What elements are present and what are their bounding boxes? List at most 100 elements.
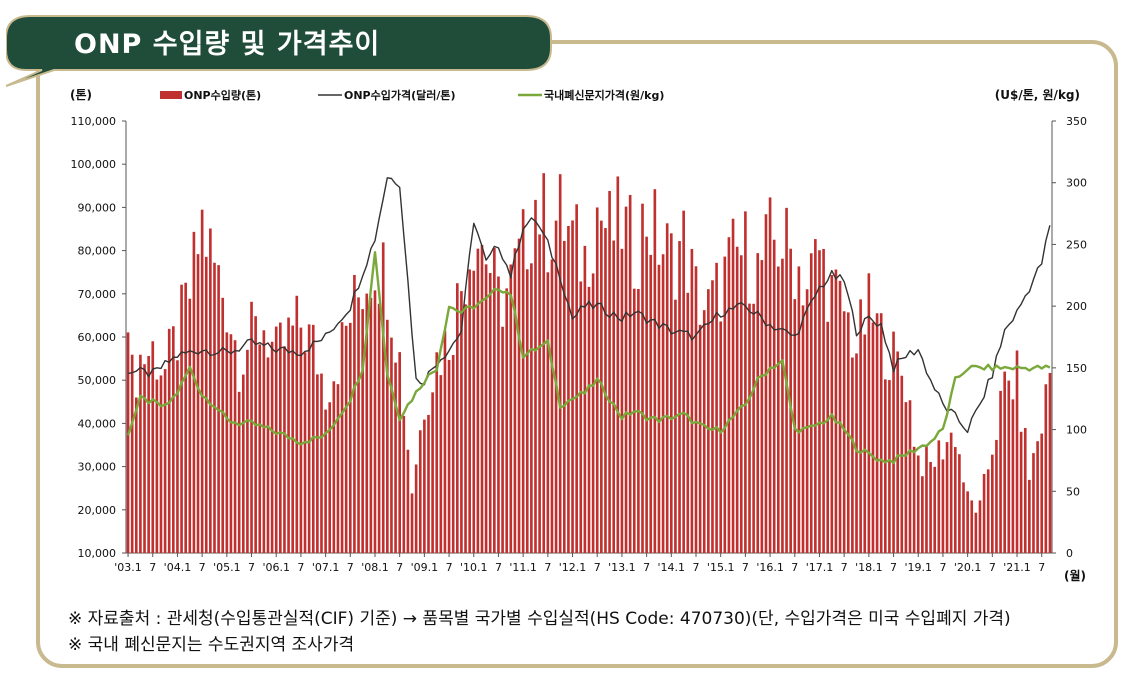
bar-month bbox=[814, 239, 817, 553]
bar-month bbox=[616, 176, 620, 553]
survey-note: ※ 국내 폐신문지는 수도권지역 조사가격 bbox=[68, 635, 355, 655]
bar-month bbox=[723, 256, 727, 553]
bar-month bbox=[521, 209, 525, 553]
legend-label-import-volume: ONP수입량(톤) bbox=[184, 89, 261, 102]
x-tick-label: 7 bbox=[643, 561, 650, 574]
bar-month bbox=[279, 322, 282, 553]
bar-month bbox=[1040, 433, 1044, 553]
bar-month bbox=[287, 317, 290, 553]
bar-month bbox=[908, 400, 912, 553]
right-unit-label: (U$/톤, 원/kg) bbox=[995, 88, 1080, 102]
x-tick-label: 7 bbox=[693, 561, 700, 574]
bar-month bbox=[797, 266, 801, 553]
bar-month bbox=[1003, 371, 1006, 553]
legend-label-import-price: ONP수입가격(달러/톤) bbox=[344, 88, 456, 102]
bar-month bbox=[855, 353, 858, 553]
bar-month bbox=[410, 493, 414, 553]
x-tick-label: '20.1 bbox=[954, 561, 982, 574]
x-tick-label: '18.1 bbox=[855, 561, 883, 574]
bar-month bbox=[748, 303, 751, 553]
x-tick-label: 7 bbox=[297, 561, 304, 574]
bar-month bbox=[493, 247, 496, 554]
bar-month bbox=[707, 289, 710, 553]
left-tick-label: 40,000 bbox=[78, 417, 117, 430]
bar-month bbox=[250, 301, 253, 553]
x-tick-label: '08.1 bbox=[361, 561, 389, 574]
bar-month bbox=[698, 324, 702, 553]
x-tick-label: '11.1 bbox=[509, 561, 537, 574]
right-tick-label: 100 bbox=[1066, 424, 1087, 437]
bar-month bbox=[402, 415, 406, 553]
bar-month bbox=[941, 459, 945, 553]
left-tick-label: 60,000 bbox=[78, 331, 117, 344]
bar-month bbox=[328, 402, 332, 553]
bar-month bbox=[649, 254, 653, 553]
x-tick-label: '19.1 bbox=[904, 561, 932, 574]
bar-month bbox=[558, 174, 562, 553]
bar-month bbox=[999, 390, 1002, 553]
right-tick-label: 200 bbox=[1066, 300, 1087, 313]
x-tick-label: 7 bbox=[939, 561, 946, 574]
x-tick-label: 7 bbox=[544, 561, 551, 574]
bar-month bbox=[953, 447, 957, 553]
x-tick-label: '14.1 bbox=[658, 561, 686, 574]
bar-month bbox=[657, 264, 661, 553]
x-tick-label: '06.1 bbox=[262, 561, 290, 574]
bar-month bbox=[501, 326, 504, 553]
bar-month bbox=[949, 432, 953, 553]
right-tick-label: 50 bbox=[1066, 485, 1080, 498]
bar-month bbox=[822, 248, 825, 553]
bar-month bbox=[373, 290, 377, 553]
x-tick-label: 7 bbox=[446, 561, 453, 574]
bar-month bbox=[678, 241, 681, 553]
bar-month bbox=[665, 223, 669, 553]
legend-label-domestic-price: 국내폐신문지가격(원/kg) bbox=[544, 88, 664, 102]
bar-month bbox=[344, 325, 348, 553]
bar-month bbox=[534, 199, 537, 553]
bar-month bbox=[826, 321, 830, 553]
left-tick-label: 90,000 bbox=[78, 201, 117, 214]
bar-month bbox=[340, 322, 344, 553]
bar-month bbox=[896, 351, 899, 553]
bar-month bbox=[200, 209, 204, 553]
bar-month bbox=[233, 340, 237, 553]
bar-month bbox=[357, 297, 360, 553]
bar-month bbox=[546, 272, 550, 553]
left-tick-label: 30,000 bbox=[78, 461, 117, 474]
bar-month bbox=[702, 310, 706, 553]
bar-month bbox=[867, 273, 871, 553]
bar-month bbox=[455, 283, 459, 553]
bar-month bbox=[307, 324, 311, 553]
title-banner: ONP 수입량 및 가격추이 bbox=[6, 8, 552, 87]
bar-month bbox=[472, 270, 476, 553]
right-tick-label: 350 bbox=[1066, 115, 1087, 128]
bar-month bbox=[900, 375, 904, 553]
bar-month bbox=[377, 303, 381, 553]
bar-month bbox=[739, 255, 743, 553]
bar-month bbox=[167, 328, 171, 553]
bar-month bbox=[620, 248, 624, 554]
bar-month bbox=[962, 482, 965, 553]
bar-month bbox=[143, 364, 146, 553]
bar-month bbox=[608, 191, 611, 554]
bar-month bbox=[768, 197, 772, 553]
bar-month bbox=[575, 204, 578, 553]
x-tick-label: '04.1 bbox=[164, 561, 192, 574]
bar-month bbox=[781, 258, 784, 553]
x-tick-label: '10.1 bbox=[460, 561, 488, 574]
bar-month bbox=[311, 324, 315, 553]
bar-month bbox=[464, 304, 467, 553]
bar-month bbox=[982, 473, 986, 553]
bar-month bbox=[188, 298, 192, 553]
left-tick-label: 110,000 bbox=[71, 115, 117, 128]
right-tick-label: 300 bbox=[1066, 177, 1087, 190]
x-tick-label: '07.1 bbox=[312, 561, 340, 574]
bar-month bbox=[332, 381, 336, 553]
bar-month bbox=[386, 319, 389, 553]
bar-month bbox=[731, 218, 735, 553]
bar-month bbox=[567, 225, 570, 554]
bar-month bbox=[237, 391, 241, 553]
bar-month bbox=[353, 274, 356, 553]
bar-month bbox=[871, 322, 875, 553]
